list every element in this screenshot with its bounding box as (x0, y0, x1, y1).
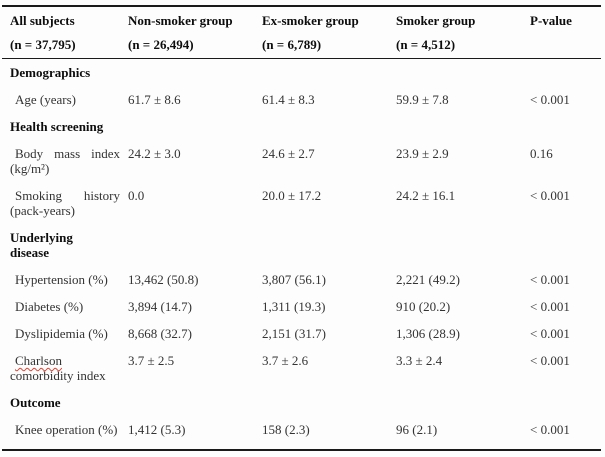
smoker-value: 23.9 ± 2.9 (396, 146, 449, 161)
col-header-title: Ex-smoker group (262, 13, 359, 28)
col-header-nonsmoker: Non-smoker group (n = 26,494) (128, 13, 262, 52)
row-label: Knee operation (%) (15, 422, 118, 437)
smoker-value: 59.9 ± 7.8 (396, 92, 449, 107)
nonsmoker-value: 1,412 (5.3) (128, 422, 186, 437)
section-row-underlying-disease: Underlying disease (2, 224, 601, 266)
pvalue-value: < 0.001 (530, 299, 570, 314)
table-row-dyslipidemia: Dyslipidemia (%) 8,668 (32.7) 2,151 (31.… (2, 320, 601, 347)
nonsmoker-value: 3.7 ± 2.5 (128, 353, 175, 368)
table-row-diabetes: Diabetes (%) 3,894 (14.7) 1,311 (19.3) 9… (2, 293, 601, 320)
baseline-characteristics-table: All subjects (n = 37,795) Non-smoker gro… (2, 5, 601, 451)
section-label: Outcome (10, 395, 61, 410)
col-header-title: Smoker group (396, 13, 476, 28)
smoker-value: 910 (20.2) (396, 299, 451, 314)
row-label: Charlson comorbidity index (10, 353, 128, 383)
section-row-health-screening: Health screening (2, 113, 601, 140)
exsmoker-value: 3.7 ± 2.6 (262, 353, 309, 368)
table-row-charlson-index: Charlson comorbidity index 3.7 ± 2.5 3.7… (2, 347, 601, 389)
col-header-n: (n = 4,512) (396, 37, 456, 52)
spellcheck-marked-word: Charlson (15, 353, 62, 368)
exsmoker-value: 2,151 (31.7) (262, 326, 326, 341)
section-label: Underlying disease (10, 230, 73, 260)
smoker-value: 2,221 (49.2) (396, 272, 460, 287)
row-label: Dyslipidemia (%) (15, 326, 108, 341)
pvalue-value: < 0.001 (530, 272, 570, 287)
col-header-n: (n = 37,795) (10, 37, 76, 52)
smoker-value: 24.2 ± 16.1 (396, 188, 456, 203)
table-row-age: Age (years) 61.7 ± 8.6 61.4 ± 8.3 59.9 ±… (2, 86, 601, 113)
col-header-pvalue: P-value (530, 13, 601, 52)
smoker-value: 1,306 (28.9) (396, 326, 460, 341)
exsmoker-value: 1,311 (19.3) (262, 299, 326, 314)
pvalue-value: < 0.001 (530, 92, 570, 107)
table-row-smoking-history: Smoking history (pack-years) 0.0 20.0 ± … (2, 182, 601, 224)
pvalue-value: 0.16 (530, 146, 553, 161)
row-label-rest: comorbidity index (10, 368, 106, 383)
row-label: Age (years) (15, 92, 76, 107)
pvalue-value: < 0.001 (530, 188, 570, 203)
table-row-knee-operation: Knee operation (%) 1,412 (5.3) 158 (2.3)… (2, 416, 601, 449)
section-row-demographics: Demographics (2, 59, 601, 86)
nonsmoker-value: 13,462 (50.8) (128, 272, 199, 287)
pvalue-value: < 0.001 (530, 326, 570, 341)
nonsmoker-value: 0.0 (128, 188, 145, 203)
col-header-title: All subjects (10, 13, 75, 28)
nonsmoker-value: 61.7 ± 8.6 (128, 92, 181, 107)
row-label: Hypertension (%) (15, 272, 108, 287)
nonsmoker-value: 8,668 (32.7) (128, 326, 192, 341)
col-header-title: Non-smoker group (128, 13, 233, 28)
smoker-value: 3.3 ± 2.4 (396, 353, 443, 368)
table-row-bmi: Body mass index (kg/m²) 24.2 ± 3.0 24.6 … (2, 140, 601, 182)
col-header-exsmoker: Ex-smoker group (n = 6,789) (262, 13, 396, 52)
row-label: Diabetes (%) (15, 299, 84, 314)
nonsmoker-value: 3,894 (14.7) (128, 299, 192, 314)
col-header-smoker: Smoker group (n = 4,512) (396, 13, 530, 52)
exsmoker-value: 20.0 ± 17.2 (262, 188, 322, 203)
section-label: Health screening (10, 119, 104, 134)
row-label: Smoking history (pack-years) (10, 188, 120, 218)
exsmoker-value: 24.6 ± 2.7 (262, 146, 315, 161)
col-header-all-subjects: All subjects (n = 37,795) (10, 13, 128, 52)
nonsmoker-value: 24.2 ± 3.0 (128, 146, 181, 161)
section-row-outcome: Outcome (2, 389, 601, 416)
exsmoker-value: 3,807 (56.1) (262, 272, 326, 287)
col-header-n: (n = 6,789) (262, 37, 322, 52)
col-header-title: P-value (530, 13, 572, 28)
row-label: Body mass index (kg/m²) (10, 146, 120, 176)
exsmoker-value: 61.4 ± 8.3 (262, 92, 315, 107)
exsmoker-value: 158 (2.3) (262, 422, 310, 437)
smoker-value: 96 (2.1) (396, 422, 438, 437)
pvalue-value: < 0.001 (530, 353, 570, 368)
col-header-n: (n = 26,494) (128, 37, 194, 52)
table-header: All subjects (n = 37,795) Non-smoker gro… (2, 7, 601, 59)
table-row-hypertension: Hypertension (%) 13,462 (50.8) 3,807 (56… (2, 266, 601, 293)
pvalue-value: < 0.001 (530, 422, 570, 437)
section-label: Demographics (10, 65, 91, 80)
